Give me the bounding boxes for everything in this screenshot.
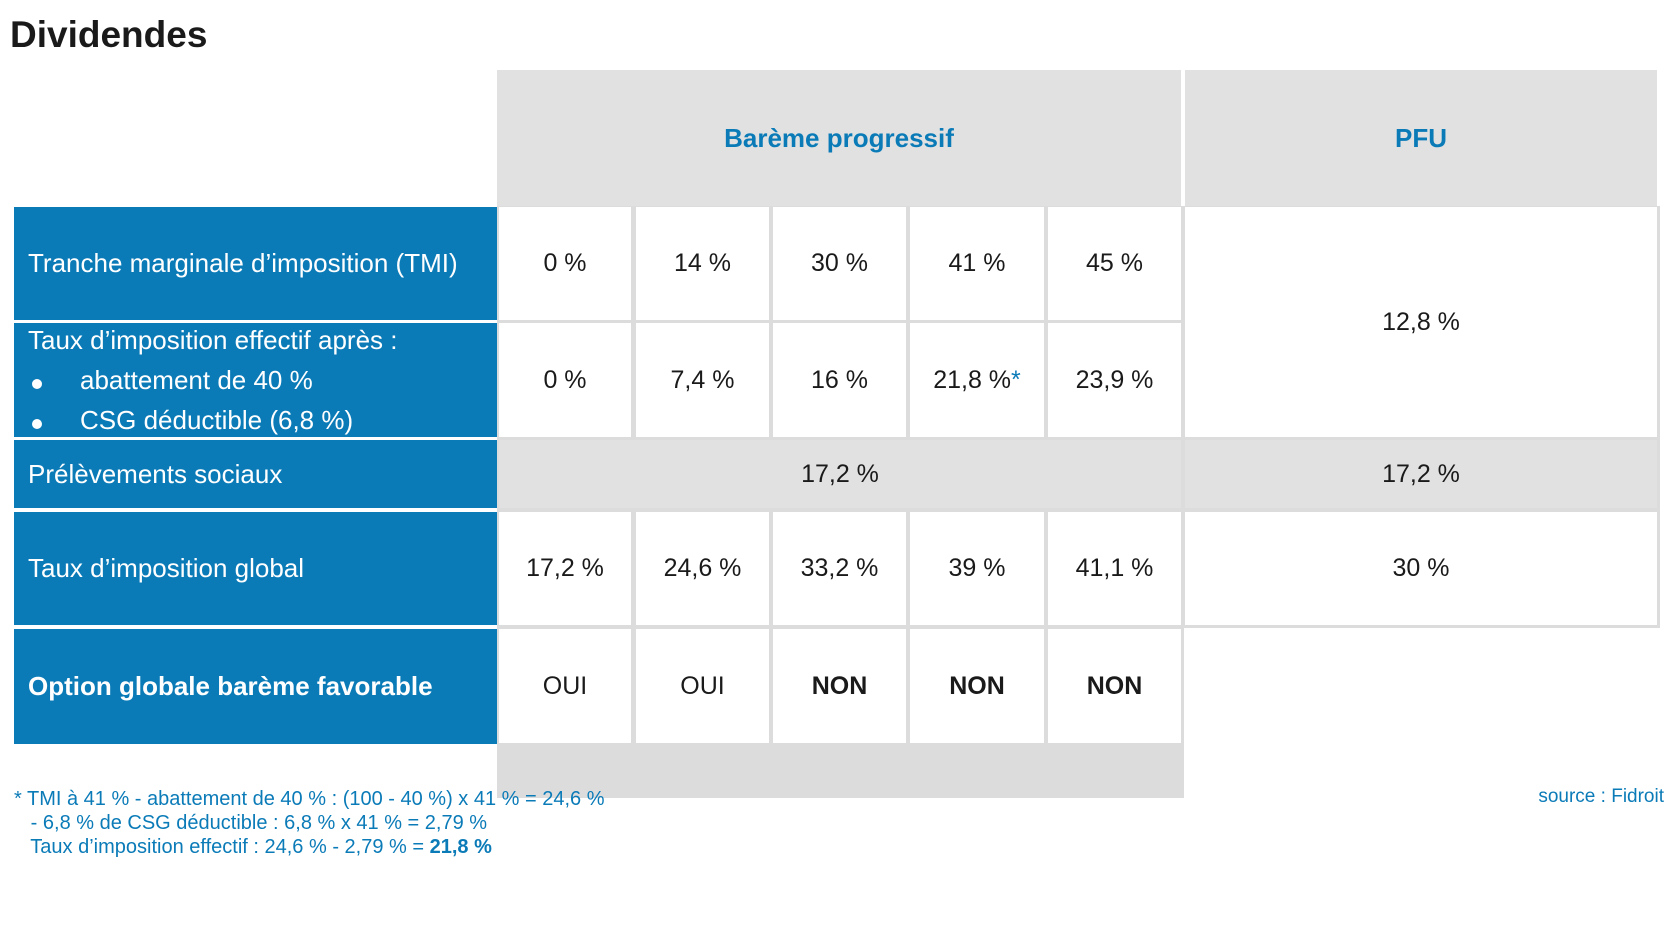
option-value: OUI	[499, 629, 631, 743]
header-pfu: PFU	[1185, 70, 1657, 206]
blank-area	[1184, 628, 1664, 800]
effectif-bullet: abattement de 40 %	[28, 360, 313, 400]
tmi-value: 41 %	[910, 207, 1044, 320]
effectif-value-starred: 21,8 % *	[910, 323, 1044, 437]
bullet-icon	[32, 379, 42, 389]
option-value: NON	[773, 629, 906, 743]
sociaux-pfu: 17,2 %	[1185, 440, 1657, 508]
footnote-line: Taux d’imposition effectif : 24,6 % - 2,…	[14, 836, 492, 859]
page-title: Dividendes	[10, 14, 208, 55]
option-value: NON	[910, 629, 1044, 743]
row-label-global: Taux d’imposition global	[14, 512, 497, 625]
tmi-value: 30 %	[773, 207, 906, 320]
tmi-value: 0 %	[499, 207, 631, 320]
option-value: OUI	[636, 629, 769, 743]
tmi-value: 14 %	[636, 207, 769, 320]
row-label-tmi: Tranche marginale d’imposition (TMI)	[14, 207, 497, 320]
global-value: 33,2 %	[773, 512, 906, 625]
effectif-value: 16 %	[773, 323, 906, 437]
header-bareme: Barème progressif	[497, 70, 1181, 206]
tmi-value: 45 %	[1048, 207, 1181, 320]
sociaux-bareme: 17,2 %	[499, 440, 1181, 508]
row-label-option: Option globale barème favorable	[14, 629, 497, 744]
row-label-sociaux: Prélèvements sociaux	[14, 440, 497, 508]
global-value: 24,6 %	[636, 512, 769, 625]
pfu-rate: 12,8 %	[1185, 207, 1657, 437]
source-note: source : Fidroit	[1538, 786, 1664, 807]
effectif-value: 21,8 %	[933, 365, 1012, 394]
bullet-icon	[32, 419, 42, 429]
option-value: NON	[1048, 629, 1181, 743]
effectif-bullet: CSG déductible (6,8 %)	[28, 400, 353, 440]
effectif-value: 23,9 %	[1048, 323, 1181, 437]
footnote-text: Taux d’imposition effectif : 24,6 % - 2,…	[14, 836, 430, 858]
global-value: 41,1 %	[1048, 512, 1181, 625]
bullet-text: abattement de 40 %	[80, 365, 313, 395]
effectif-value: 7,4 %	[636, 323, 769, 437]
global-value: 17,2 %	[499, 512, 631, 625]
row-label-effectif: Taux d’imposition effectif après : abatt…	[14, 323, 497, 437]
bullet-text: CSG déductible (6,8 %)	[80, 405, 354, 435]
footnote-star: *	[1011, 365, 1021, 394]
global-value: 39 %	[910, 512, 1044, 625]
effectif-value: 0 %	[499, 323, 631, 437]
effectif-heading: Taux d’imposition effectif après :	[28, 325, 398, 355]
global-pfu: 30 %	[1185, 512, 1657, 625]
footnote-line: * TMI à 41 % - abattement de 40 % : (100…	[14, 788, 605, 810]
footnote-line: - 6,8 % de CSG déductible : 6,8 % x 41 %…	[14, 812, 488, 834]
footnote-result: 21,8 %	[429, 836, 492, 858]
